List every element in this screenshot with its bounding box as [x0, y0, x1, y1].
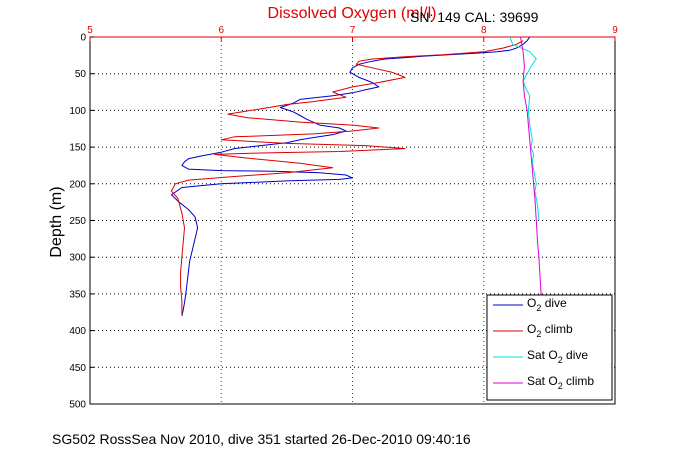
series-layer — [170, 36, 544, 317]
y-tick-label: 400 — [69, 326, 86, 337]
y-tick-label: 250 — [69, 216, 86, 227]
y-tick-label: 300 — [69, 253, 86, 264]
x-tick-label: 6 — [218, 25, 224, 36]
x-tick-label: 7 — [350, 25, 356, 36]
series-line-sat_dive — [509, 36, 540, 221]
legend-items: O2 dive O2 climb Sat O2 dive Sat O2 climb — [493, 296, 594, 391]
y-tick-label: 50 — [75, 69, 87, 80]
legend-label-o2_climb: O2 climb — [527, 322, 573, 339]
series-line-o2_climb — [170, 40, 524, 315]
y-axis-label: Depth (m) — [48, 186, 65, 257]
x-tick-label: 5 — [87, 25, 93, 36]
plot-area: 5 6 7 8 9 0 50 100 150 200 250 300 350 400 450 500 — [69, 25, 618, 411]
legend-label-o2_dive: O2 dive — [527, 296, 567, 313]
y-tick-label: 450 — [69, 363, 86, 374]
y-tick-label: 0 — [80, 33, 86, 44]
legend-label-sat_dive: Sat O2 dive — [527, 348, 588, 365]
chart-caption: SG502 RossSea Nov 2010, dive 351 started… — [52, 431, 471, 447]
legend: O2 dive O2 climb Sat O2 dive Sat O2 climb — [486, 294, 613, 401]
series-line-o2_dive — [170, 36, 531, 317]
y-tick-label: 200 — [69, 179, 86, 190]
chart-title: Dissolved Oxygen (ml/l) — [268, 5, 437, 22]
y-tick-label: 350 — [69, 289, 86, 300]
chart-subtitle: SN: 149 CAL: 39699 — [410, 9, 539, 25]
series-line-sat_climb — [520, 36, 544, 316]
y-tick-label: 100 — [69, 106, 86, 117]
y-tick-label: 150 — [69, 143, 86, 154]
y-tick-label: 500 — [69, 400, 86, 411]
y-ticks: 0 50 100 150 200 250 300 350 400 450 500 — [69, 33, 94, 411]
x-tick-label: 8 — [481, 25, 487, 36]
legend-label-sat_climb: Sat O2 climb — [527, 374, 594, 391]
x-tick-label: 9 — [612, 25, 618, 36]
x-ticks: 5 6 7 8 9 — [87, 25, 618, 41]
